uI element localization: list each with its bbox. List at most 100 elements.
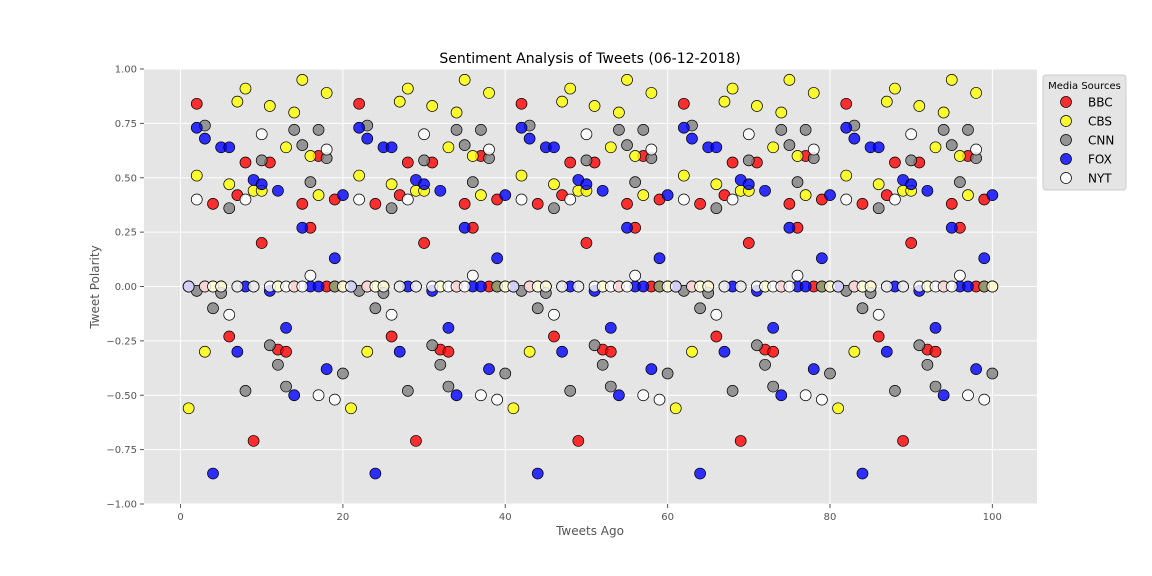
point-nyt [515,193,528,206]
point-nyt [458,280,471,293]
y-tick-label: 1.00 [115,65,137,76]
point-bbc [889,156,901,169]
point-cnn [791,176,804,188]
point-cnn [767,380,780,393]
point-fox [288,389,301,402]
point-bbc [353,97,365,110]
point-fox [548,141,560,154]
point-cnn [499,367,512,380]
point-cnn [596,358,609,371]
point-fox [491,252,503,265]
point-nyt [190,193,203,206]
point-cnn [418,154,430,167]
point-nyt [320,143,333,156]
point-cnn [637,124,650,136]
point-bbc [239,156,252,169]
y-tick-label: −0.25 [106,336,137,347]
legend-marker-cnn [1060,134,1072,146]
point-cnn [742,154,755,167]
legend-title: Media Sources [1048,81,1121,92]
y-tick-label: −0.75 [106,445,137,456]
point-nyt [954,269,966,282]
point-nyt [255,128,268,141]
point-bbc [580,237,593,249]
point-cnn [929,380,942,393]
point-nyt [304,269,317,282]
point-cbs [442,141,455,154]
point-cnn [312,124,325,136]
point-cbs [588,100,601,112]
y-tick-label: 0.50 [115,173,137,184]
point-cbs [556,95,568,108]
y-tick-label: 0.00 [115,282,137,293]
point-cbs [353,169,365,182]
point-fox [880,345,893,358]
point-nyt [864,280,877,293]
legend-marker-bbc [1060,96,1072,108]
y-axis-ticks: −1.00 −0.75 −0.50 −0.25 0.00 0.25 0.50 0.75 1.00 [106,65,144,511]
point-cbs [880,95,893,108]
point-nyt [580,128,593,141]
point-bbc [296,198,309,210]
point-cnn [255,154,268,167]
point-bbc [548,330,560,343]
point-cbs [954,150,966,162]
point-cbs [791,150,804,162]
point-cnn [385,202,398,215]
point-fox [824,189,836,201]
point-cbs [872,178,885,191]
point-fox [418,178,430,191]
x-tick-label: 60 [661,512,674,523]
point-bbc [442,345,455,358]
point-cbs [604,141,617,154]
point-nyt [645,143,658,156]
point-cbs [945,74,958,86]
point-cbs [564,82,577,95]
point-nyt [572,280,585,293]
point-cbs [320,87,333,99]
point-cbs [937,106,950,119]
y-tick-label: −1.00 [106,500,137,511]
point-bbc [694,198,706,210]
point-fox [515,121,528,134]
point-fox [970,363,982,375]
point-fox [450,389,463,402]
point-fox [661,189,674,201]
point-fox [645,363,658,375]
point-fox [483,363,495,375]
point-cnn [304,176,317,188]
point-nyt [491,393,503,406]
point-fox [986,189,999,201]
point-fox [945,221,958,234]
point-fox [807,363,820,375]
point-nyt [702,280,715,293]
point-bbc [401,156,414,169]
point-fox [223,141,236,154]
point-nyt [807,143,820,156]
point-nyt [247,280,260,293]
point-bbc [572,435,585,447]
x-tick-label: 100 [983,512,1002,523]
point-fox [385,141,398,154]
point-bbc [710,330,723,343]
point-nyt [507,280,520,293]
point-cbs [507,402,520,415]
legend-label-cbs: CBS [1088,115,1112,129]
point-cbs [913,100,926,112]
point-cnn [962,124,974,136]
point-bbc [190,97,203,110]
point-fox [718,345,731,358]
point-cbs [483,87,495,99]
point-nyt [215,280,227,293]
point-cnn [531,302,544,315]
point-cnn [280,380,292,393]
point-fox [962,280,974,293]
point-nyt [312,389,325,402]
point-fox [856,467,869,480]
point-nyt [539,280,552,293]
point-bbc [369,198,382,210]
point-nyt [385,308,398,321]
point-bbc [223,330,236,343]
point-cnn [937,124,950,136]
point-cbs [515,169,528,182]
